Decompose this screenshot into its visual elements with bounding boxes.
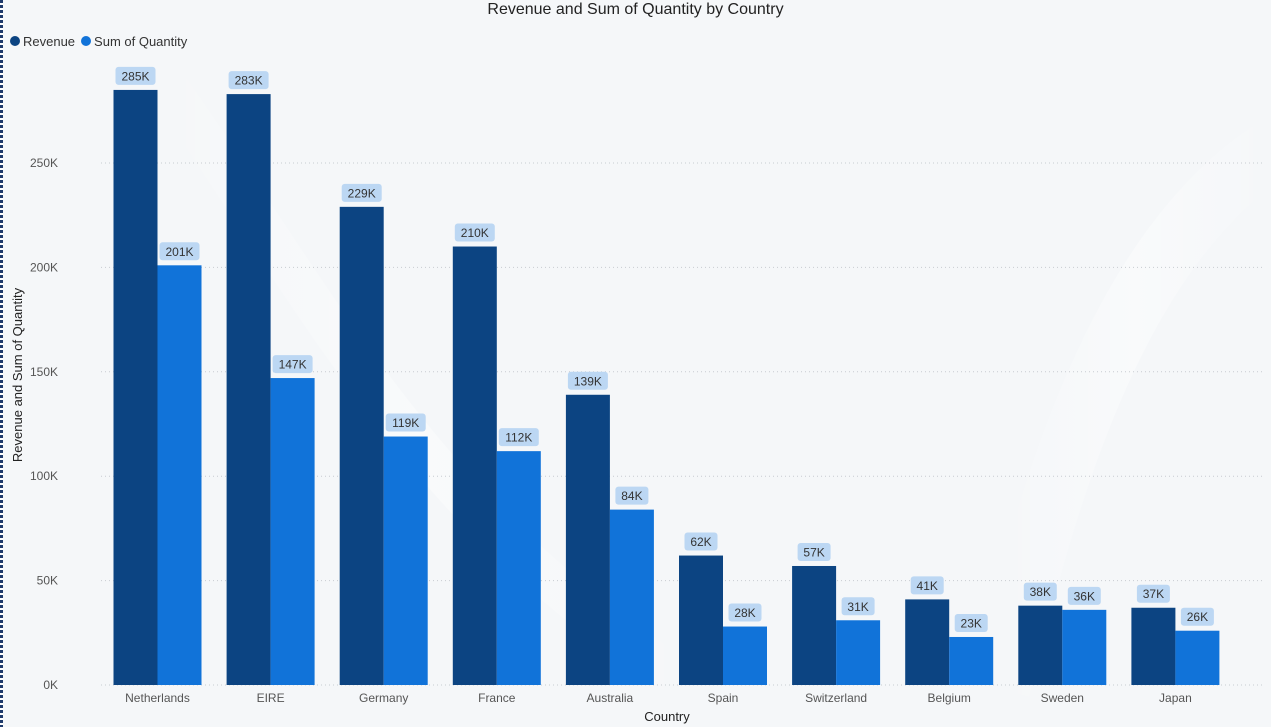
data-label: 38K (1030, 585, 1051, 599)
data-label-bg (615, 486, 649, 505)
data-label-bg (567, 371, 608, 390)
legend-item-quantity[interactable]: Sum of Quantity (81, 34, 187, 49)
data-label-bg (115, 66, 156, 85)
x-tick-label: EIRE (257, 691, 285, 705)
chart-title: Revenue and Sum of Quantity by Country (487, 1, 784, 18)
data-label-bg (684, 532, 718, 551)
data-label-bg (159, 242, 200, 261)
data-label-bg (954, 613, 988, 632)
bar[interactable] (679, 555, 723, 685)
data-label-bg (728, 603, 762, 622)
data-label: 119K (392, 416, 419, 430)
y-tick-label: 0K (43, 678, 58, 692)
bar[interactable] (565, 394, 610, 685)
data-label: 112K (505, 431, 532, 445)
data-label-bg (228, 71, 269, 90)
data-label: 84K (621, 489, 642, 503)
y-tick-label: 100K (30, 469, 58, 483)
x-tick-label: Belgium (928, 691, 971, 705)
data-label-bg (1067, 586, 1101, 605)
bar[interactable] (723, 626, 767, 685)
bar[interactable] (609, 509, 654, 685)
x-tick-label: Sweden (1041, 691, 1084, 705)
data-label-bg (1136, 584, 1170, 603)
data-label-bg (910, 576, 944, 595)
bar[interactable] (270, 378, 315, 685)
data-label: 62K (690, 535, 711, 549)
bar[interactable] (905, 599, 950, 685)
data-label: 139K (574, 374, 602, 388)
bar[interactable] (383, 436, 428, 685)
y-tick-label: 50K (37, 574, 58, 588)
data-label-bg (385, 413, 426, 432)
data-label: 26K (1187, 610, 1208, 624)
x-tick-label: Switzerland (805, 691, 867, 705)
data-label: 41K (917, 579, 938, 593)
legend-swatch-revenue (10, 36, 20, 46)
bar[interactable] (496, 451, 541, 685)
bar[interactable] (1062, 609, 1107, 685)
data-label: 57K (803, 545, 824, 559)
bar[interactable] (226, 94, 271, 685)
data-label: 229K (348, 186, 376, 200)
legend-swatch-quantity (81, 36, 92, 46)
bar[interactable] (836, 620, 881, 685)
data-label-bg (841, 597, 875, 616)
data-label: 23K (961, 616, 982, 630)
legend-label-revenue: Revenue (23, 33, 76, 49)
data-label-bg (498, 428, 539, 447)
data-label: 283K (235, 74, 263, 88)
x-tick-label: Australia (587, 691, 634, 705)
x-tick-label: Spain (708, 691, 739, 705)
page-edge-strip (0, 0, 3, 727)
data-label: 285K (121, 69, 149, 83)
legend: Revenue Sum of Quantity (10, 32, 193, 50)
x-axis-title: Country (644, 709, 690, 724)
data-label-bg (1023, 582, 1057, 601)
data-label: 36K (1074, 589, 1095, 603)
legend-label-quantity: Sum of Quantity (94, 33, 188, 49)
data-label: 201K (165, 245, 193, 259)
legend-item-revenue[interactable]: Revenue (10, 34, 75, 49)
bar[interactable] (113, 89, 158, 686)
data-label-bg (341, 183, 382, 202)
bar[interactable] (792, 565, 837, 685)
data-label: 210K (461, 226, 489, 240)
bar[interactable] (1131, 607, 1176, 685)
x-tick-label: Netherlands (125, 691, 190, 705)
y-tick-label: 250K (30, 156, 58, 170)
x-tick-label: France (478, 691, 516, 705)
y-tick-label: 200K (30, 260, 58, 274)
data-label-bg (1180, 607, 1214, 626)
data-label: 28K (734, 606, 755, 620)
bar[interactable] (452, 246, 497, 685)
data-label: 147K (279, 358, 307, 372)
bar[interactable] (949, 636, 994, 685)
data-label-bg (797, 542, 831, 561)
data-label: 31K (847, 600, 868, 614)
x-tick-label: Germany (359, 691, 408, 705)
bar[interactable] (1175, 630, 1220, 685)
y-tick-label: 150K (30, 365, 58, 379)
bar[interactable] (1018, 605, 1063, 685)
data-label-bg (272, 355, 313, 374)
bar[interactable] (339, 206, 384, 685)
y-axis-title: Revenue and Sum of Quantity (10, 287, 25, 462)
x-tick-label: Japan (1159, 691, 1192, 705)
data-label-bg (454, 223, 495, 242)
data-label: 37K (1143, 587, 1164, 601)
bar[interactable] (157, 265, 202, 685)
